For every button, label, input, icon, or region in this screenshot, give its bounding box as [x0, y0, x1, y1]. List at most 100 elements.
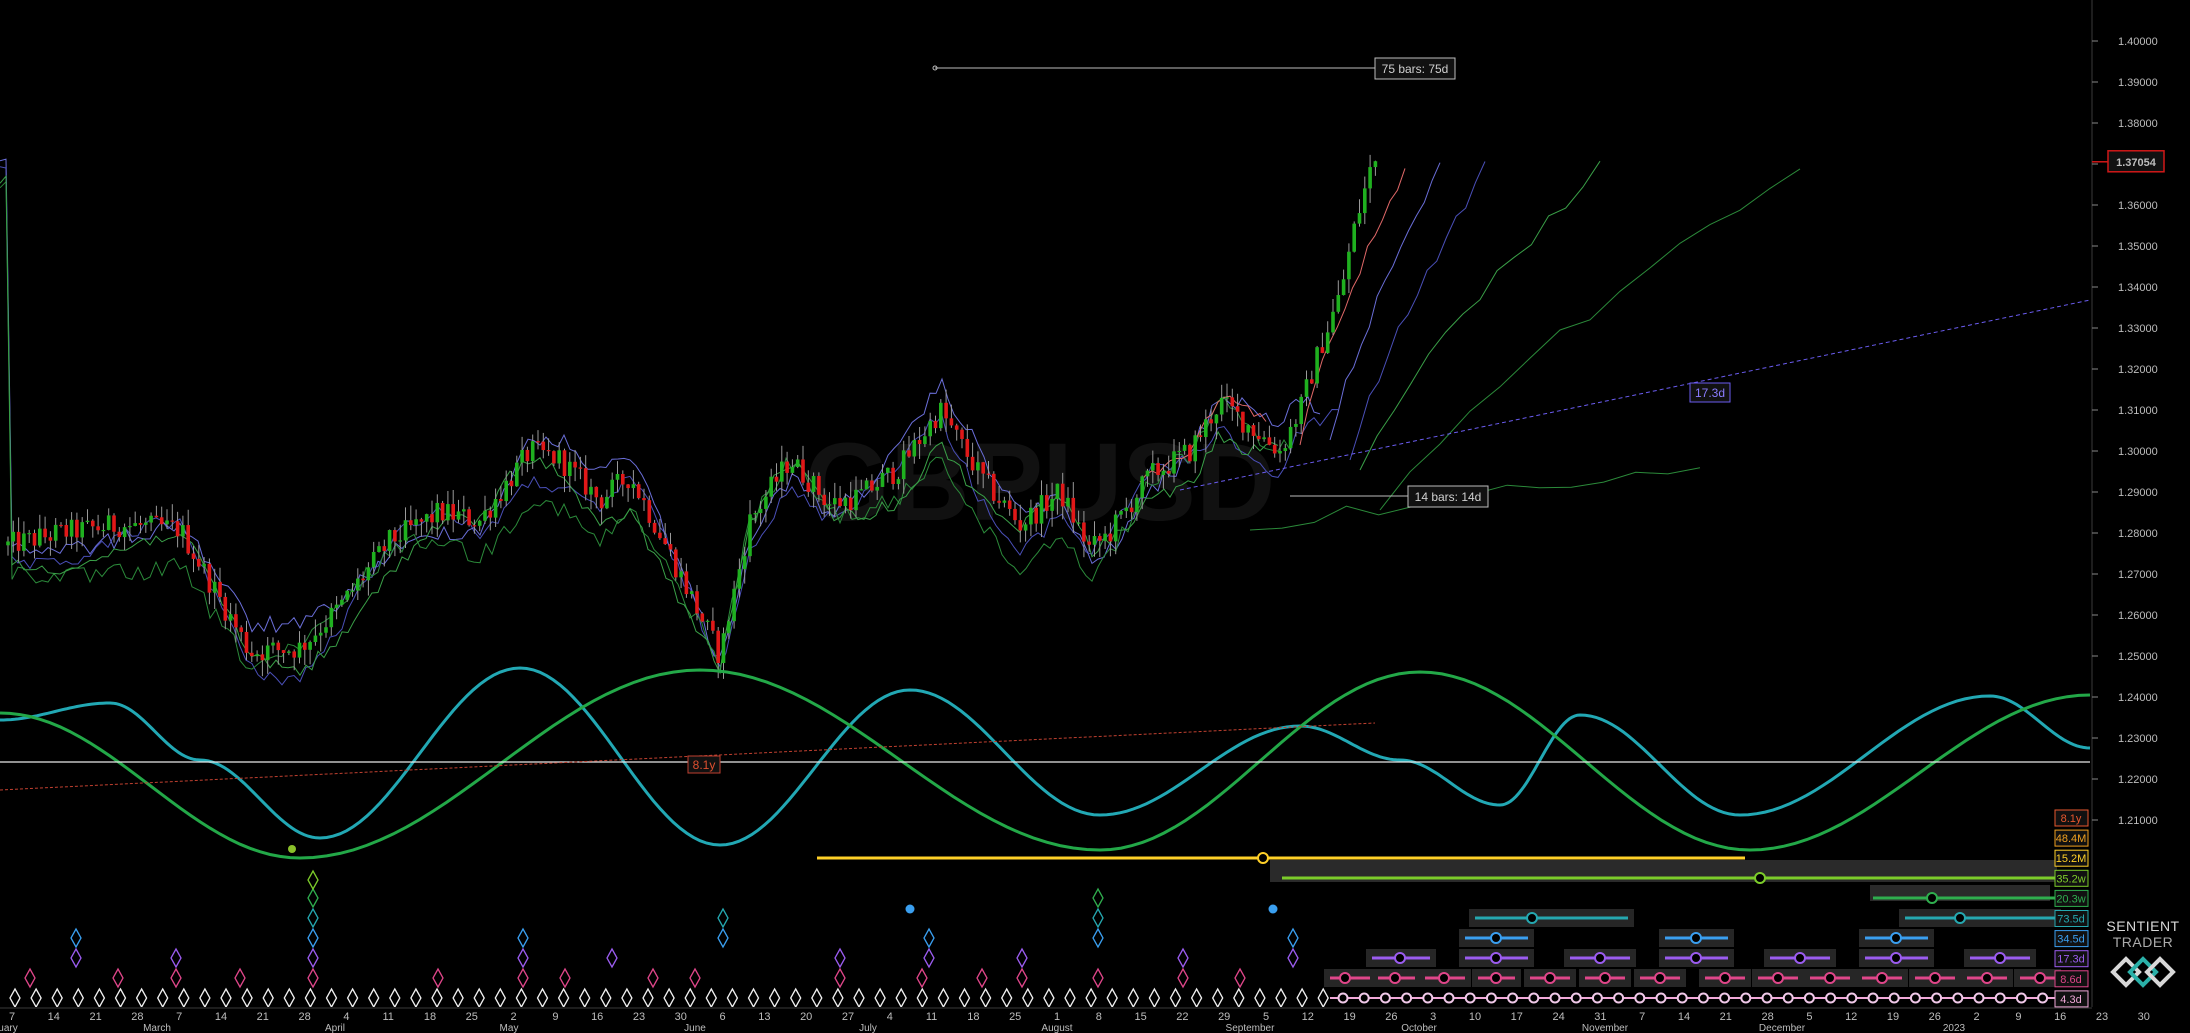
candle-body — [345, 590, 349, 600]
phase-dot-34-5d — [1690, 932, 1702, 944]
price-tick-label: 1.26000 — [2118, 610, 2158, 622]
candle-body — [1283, 448, 1288, 451]
trough-marker-34-5d — [717, 927, 729, 949]
candle-body — [843, 497, 848, 507]
candle-body — [1214, 414, 1219, 424]
candle-body — [1013, 508, 1017, 521]
candle-body — [647, 500, 652, 523]
date-tick-label: 29 — [1218, 1011, 1230, 1023]
candle-body — [1050, 498, 1054, 511]
date-tick-label: 21 — [257, 1011, 269, 1023]
candle-body — [149, 515, 153, 523]
candle-body — [1156, 463, 1160, 476]
month-tick-label: September — [1226, 1023, 1276, 1033]
candle-body — [870, 480, 874, 491]
candle-body — [817, 476, 821, 495]
trough-marker-73-5d — [1092, 907, 1104, 929]
cycle-waves — [0, 666, 2091, 860]
price-tick-label: 1.36000 — [2118, 200, 2158, 212]
candle-body — [1092, 536, 1097, 545]
month-tick-label: November — [1582, 1023, 1629, 1033]
phase-dot-8-6d — [2034, 972, 2046, 984]
projection-forward-green-a — [1359, 160, 1601, 471]
trough-marker-8-6d — [976, 967, 988, 989]
candle-body — [175, 521, 180, 537]
price-tick-label: 1.22000 — [2118, 774, 2158, 786]
phase-dot-4-3d — [1379, 992, 1391, 1004]
phase-dot-4-3d — [1613, 992, 1625, 1004]
cycle-legend: 8.1y 48.4M 15.2M 35.2w 20.3w 73.5d 34.5d 17.3d 8… — [2054, 809, 2089, 1008]
candle-body — [1018, 520, 1023, 531]
date-tick-label: 26 — [1929, 1011, 1941, 1023]
candle-body — [1145, 470, 1150, 477]
candle-body — [239, 627, 243, 632]
candle-body — [112, 515, 116, 532]
phase-dot-15-2m — [1257, 852, 1269, 864]
candle-body — [1315, 347, 1319, 384]
candle-body — [1135, 497, 1139, 513]
candle-body — [907, 450, 911, 457]
candle-body — [122, 527, 127, 538]
date-tick-label: 21 — [1720, 1011, 1732, 1023]
trough-marker-73-5d — [717, 907, 729, 929]
candle-body — [1055, 483, 1060, 499]
candle-body — [191, 553, 196, 559]
trough-marker-8-6d — [647, 967, 659, 989]
date-axis[interactable]: 7 14 21 28 7 14 21 28 4 11 18 25 2 9 16 23 30 6 13 20 27 4 11 1… — [0, 1007, 2190, 1033]
candle-body — [409, 520, 413, 526]
candle-body — [822, 494, 826, 505]
trough-marker-20-3w — [307, 887, 319, 909]
phase-dot-8-6d — [1544, 972, 1556, 984]
candle-body — [159, 517, 164, 525]
month-tick-label: July — [859, 1023, 877, 1033]
candle-body — [880, 472, 885, 487]
chart-annotations: 75 bars: 75d 14 bars: 14d 17.3d 8.1y — [288, 57, 1731, 914]
measure-start-point — [932, 65, 938, 71]
candle-body — [250, 652, 254, 657]
projection-forward-green-b — [1379, 168, 1801, 511]
phase-dot-8-6d — [1389, 972, 1401, 984]
candle-body — [101, 529, 106, 532]
candle-body — [488, 510, 493, 518]
date-tick-label: 8 — [1096, 1011, 1102, 1023]
phase-dot-35-2w — [1754, 872, 1766, 884]
date-tick-label: 20 — [800, 1011, 812, 1023]
month-tick-label: August — [1041, 1023, 1072, 1033]
phase-dot-17-3d — [1690, 952, 1702, 964]
horizontal-lines — [0, 722, 2090, 791]
candle-body — [1294, 423, 1298, 427]
trough-marker-34-5d — [1092, 927, 1104, 949]
date-tick-label: 4 — [887, 1011, 893, 1023]
candle-body — [334, 604, 339, 608]
candle-body — [859, 489, 864, 491]
trough-marker-17-3d — [170, 947, 182, 969]
phase-dot-34-5d — [1890, 932, 1902, 944]
phase-dot-4-3d — [1528, 992, 1540, 1004]
candle-body — [557, 450, 561, 464]
candle-body — [59, 524, 63, 527]
date-tick-label: 19 — [1887, 1011, 1899, 1023]
price-axis[interactable]: 1.400001.390001.380001.370001.360001.350… — [2091, 0, 2190, 1018]
candle-body — [615, 474, 620, 480]
trough-marker-17-3d — [1177, 947, 1189, 969]
date-tick-label: 11 — [382, 1011, 393, 1023]
candle-body — [854, 489, 858, 511]
phase-dot-17-3d — [1794, 952, 1806, 964]
phase-dot-8-6d — [1599, 972, 1611, 984]
phase-dot-8-6d — [1929, 972, 1941, 984]
cycle-legend-box — [2054, 910, 2089, 927]
candle-body — [785, 461, 789, 473]
phase-dot-4-3d — [1464, 992, 1476, 1004]
candle-body — [928, 420, 932, 437]
candle-body — [774, 476, 779, 482]
trough-marker-34-5d — [517, 927, 529, 949]
candle-body — [260, 654, 265, 661]
candle-body — [764, 496, 768, 509]
trough-marker-17-3d — [70, 947, 82, 969]
candle-body — [992, 473, 996, 501]
candle-body — [16, 531, 21, 551]
date-tick-label: 6 — [720, 1011, 726, 1023]
candle-body — [133, 523, 137, 526]
candle-body — [795, 459, 800, 468]
